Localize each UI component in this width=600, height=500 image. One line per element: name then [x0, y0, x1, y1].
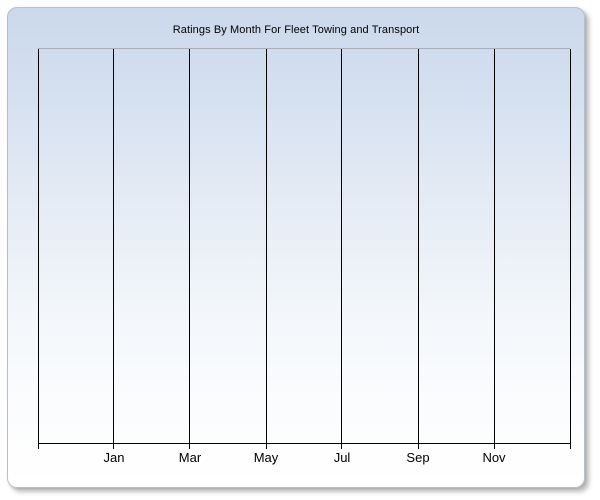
x-axis-label: Jul — [333, 450, 351, 465]
x-gridline — [341, 49, 343, 443]
x-gridline — [37, 49, 39, 443]
x-gridline — [189, 49, 191, 443]
x-axis-tick — [37, 443, 39, 449]
x-axis-tick — [265, 443, 267, 449]
x-gridline — [417, 49, 419, 443]
chart-title: Ratings By Month For Fleet Towing and Tr… — [172, 24, 420, 36]
x-axis-tick — [493, 443, 495, 449]
x-axis-tick — [189, 443, 191, 449]
x-axis-tick — [417, 443, 419, 449]
x-gridline — [493, 49, 495, 443]
plot-area: Jan Mar May Jul Sep Nov — [37, 48, 571, 465]
x-gridline — [569, 49, 571, 443]
x-axis-tick — [113, 443, 115, 449]
x-axis-label: Mar — [178, 450, 202, 465]
x-axis-tick — [569, 443, 571, 449]
x-gridline — [265, 49, 267, 443]
x-axis-label: Nov — [482, 450, 506, 465]
chart-panel: Ratings By Month For Fleet Towing and Tr… — [7, 7, 585, 488]
x-axis-label: Jan — [103, 450, 125, 465]
x-axis-label: Sep — [406, 450, 430, 465]
x-axis-label: May — [253, 450, 279, 465]
x-gridline — [113, 49, 115, 443]
x-axis-tick — [341, 443, 343, 449]
